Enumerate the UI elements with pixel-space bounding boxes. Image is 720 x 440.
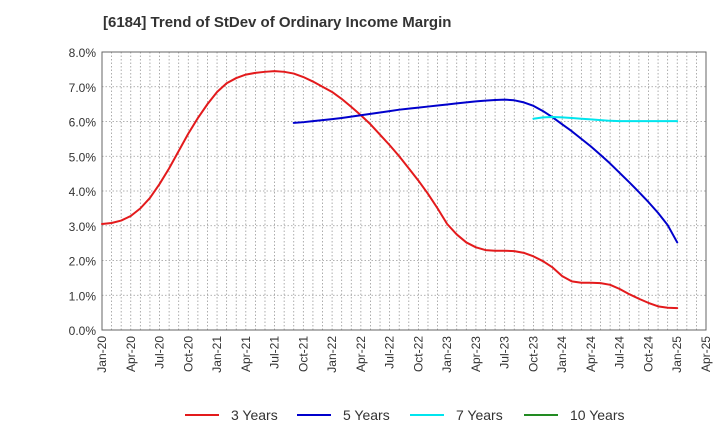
- x-tick-label: Jan-22: [325, 336, 339, 373]
- x-tick-label: Apr-25: [699, 336, 713, 372]
- x-tick-label: Jan-21: [210, 336, 224, 373]
- x-tick-label: Apr-24: [584, 336, 598, 372]
- legend-label: 10 Years: [570, 407, 625, 423]
- y-tick-label: 4.0%: [69, 185, 97, 199]
- legend-swatch: [297, 414, 331, 416]
- y-tick-label: 1.0%: [69, 289, 97, 303]
- x-tick-label: Oct-24: [641, 336, 655, 372]
- plot-frame: [101, 51, 707, 331]
- x-tick-label: Jan-25: [670, 336, 684, 373]
- x-tick-label: Apr-23: [469, 336, 483, 372]
- x-tick-label: Oct-21: [296, 336, 310, 372]
- legend-item: 7 Years: [410, 404, 503, 426]
- legend-item: 3 Years: [185, 404, 278, 426]
- y-tick-label: 0.0%: [69, 324, 97, 338]
- legend-swatch: [185, 414, 219, 416]
- x-tick-label: Apr-20: [124, 336, 138, 372]
- chart-legend: 3 Years 5 Years 7 Years 10 Years: [0, 404, 720, 426]
- y-tick-label: 3.0%: [69, 220, 97, 234]
- y-tick-label: 5.0%: [69, 150, 97, 164]
- x-tick-label: Jan-23: [440, 336, 454, 373]
- y-tick-label: 6.0%: [69, 116, 97, 130]
- series-line-5-years: [292, 98, 679, 244]
- y-tick-label: 8.0%: [69, 46, 97, 60]
- y-tick-label: 7.0%: [69, 81, 97, 95]
- x-tick-label: Jul-20: [153, 336, 167, 369]
- chart-title: [6184] Trend of StDev of Ordinary Income…: [103, 14, 452, 31]
- legend-item: 10 Years: [524, 404, 625, 426]
- x-tick-label: Oct-23: [526, 336, 540, 372]
- x-tick-label: Jul-21: [268, 336, 282, 369]
- x-tick-label: Apr-22: [354, 336, 368, 372]
- legend-swatch: [410, 414, 444, 416]
- x-tick-label: Oct-22: [411, 336, 425, 372]
- x-tick-label: Jul-23: [498, 336, 512, 369]
- x-tick-label: Apr-21: [239, 336, 253, 372]
- series-line-3-years: [101, 70, 679, 310]
- x-tick-label: Jan-24: [555, 336, 569, 373]
- series-line-7-years: [532, 115, 679, 123]
- legend-label: 3 Years: [231, 407, 278, 423]
- legend-label: 5 Years: [343, 407, 390, 423]
- legend-label: 7 Years: [456, 407, 503, 423]
- x-tick-label: Jul-24: [613, 336, 627, 369]
- x-tick-label: Jan-20: [95, 336, 109, 373]
- y-tick-label: 2.0%: [69, 255, 97, 269]
- legend-item: 5 Years: [297, 404, 390, 426]
- x-tick-label: Oct-20: [181, 336, 195, 372]
- legend-swatch: [524, 414, 558, 416]
- x-tick-label: Jul-22: [383, 336, 397, 369]
